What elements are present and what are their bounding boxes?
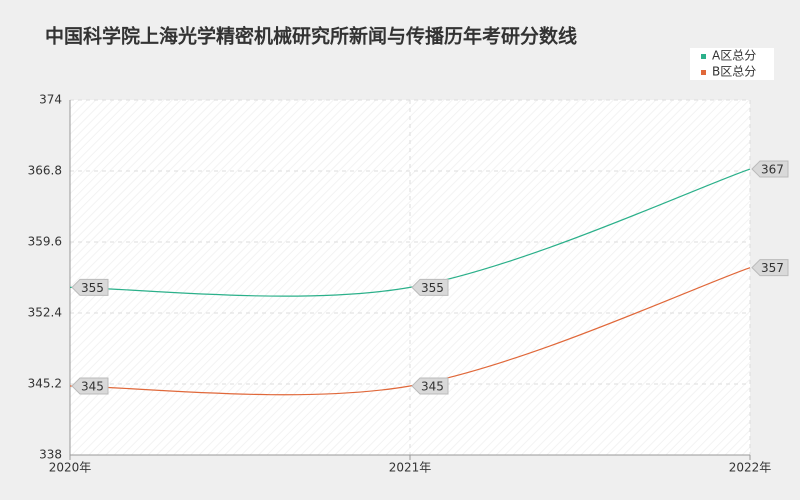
x-tick-label: 2021年 bbox=[389, 461, 432, 475]
legend-bg bbox=[690, 48, 774, 64]
data-label-box bbox=[411, 377, 449, 395]
y-tick-label: 359.6 bbox=[28, 235, 62, 249]
y-tick-label: 345.2 bbox=[28, 377, 62, 391]
legend-label: B区总分 bbox=[712, 65, 756, 79]
legend-label: A区总分 bbox=[712, 49, 756, 63]
legend-bg bbox=[690, 64, 774, 80]
data-label-box bbox=[71, 278, 109, 296]
data-label-box bbox=[751, 259, 789, 277]
y-tick-label: 338 bbox=[39, 448, 62, 462]
data-label: 345 bbox=[81, 379, 104, 393]
data-label-box bbox=[411, 278, 449, 296]
data-label: 355 bbox=[81, 281, 104, 295]
x-tick-label: 2020年 bbox=[49, 461, 92, 475]
y-tick-label: 352.4 bbox=[28, 306, 62, 320]
data-label: 345 bbox=[421, 379, 444, 393]
series-line bbox=[69, 267, 751, 396]
data-label: 367 bbox=[761, 163, 784, 177]
chart-title: 中国科学院上海光学精密机械研究所新闻与传播历年考研分数线 bbox=[45, 25, 577, 48]
y-tick-label: 366.8 bbox=[28, 164, 62, 178]
y-tick-label: 374 bbox=[39, 93, 62, 107]
legend-swatch bbox=[701, 70, 706, 75]
data-label: 355 bbox=[421, 281, 444, 295]
data-label-box bbox=[751, 160, 789, 178]
series-line bbox=[69, 168, 751, 297]
legend-swatch bbox=[701, 54, 706, 59]
data-label-box bbox=[71, 377, 109, 395]
data-label: 357 bbox=[761, 261, 784, 275]
x-tick-label: 2022年 bbox=[729, 461, 772, 475]
